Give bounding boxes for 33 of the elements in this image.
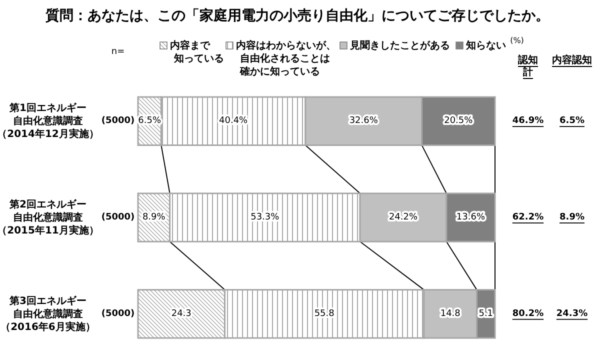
data-label: 6.5% [138, 116, 162, 126]
data-label: 24.2% [388, 212, 418, 222]
data-label: 53.3% [250, 212, 280, 222]
y-tick-label: 第3回エネルギー自由化意識調査（2016年6月実施） [0, 294, 96, 332]
text: (5000) [101, 308, 135, 319]
text: 認知計 [517, 54, 538, 78]
data-label: 14.8 [440, 308, 461, 319]
text: (5000) [101, 116, 135, 126]
data-label: 13.6% [456, 212, 486, 222]
legend-label: 知らない [465, 40, 506, 52]
text: 62.2% [512, 212, 544, 222]
text: n= [111, 47, 125, 57]
data-label: 8.9% [142, 212, 166, 222]
data-label: 32.6% [349, 116, 378, 126]
text: 8.9% [560, 212, 584, 222]
y-tick-label: 第2回エネルギー自由化意識調査（2015年11月実施） [0, 198, 99, 236]
data-label: 55.8 [314, 308, 335, 319]
chart-title: 質問：あなたは、この「家庭用電力の小売り自由化」についてご存じでしたか。 [44, 7, 550, 24]
data-label: 20.5% [444, 116, 474, 126]
text: 46.9% [512, 116, 544, 126]
data-label: 40.4% [219, 116, 248, 126]
y-tick-label: 第1回エネルギー自由化意識調査（2014年12月実施） [0, 102, 99, 140]
text: (5000) [101, 212, 135, 222]
text: 6.5% [560, 116, 584, 126]
text: 24.3% [556, 308, 588, 319]
legend-label: 見聞きしたことがある [349, 40, 450, 52]
legend-label: 内容はわからないが、自由化されることは確かに知っている [236, 40, 336, 78]
text: 内容認知 [552, 54, 592, 66]
text: (%) [510, 36, 524, 44]
legend-label: 内容まで知っている [170, 40, 224, 64]
data-label: 24.3 [171, 308, 192, 319]
text: 80.2% [512, 308, 544, 319]
data-label: 5.1 [478, 308, 494, 319]
